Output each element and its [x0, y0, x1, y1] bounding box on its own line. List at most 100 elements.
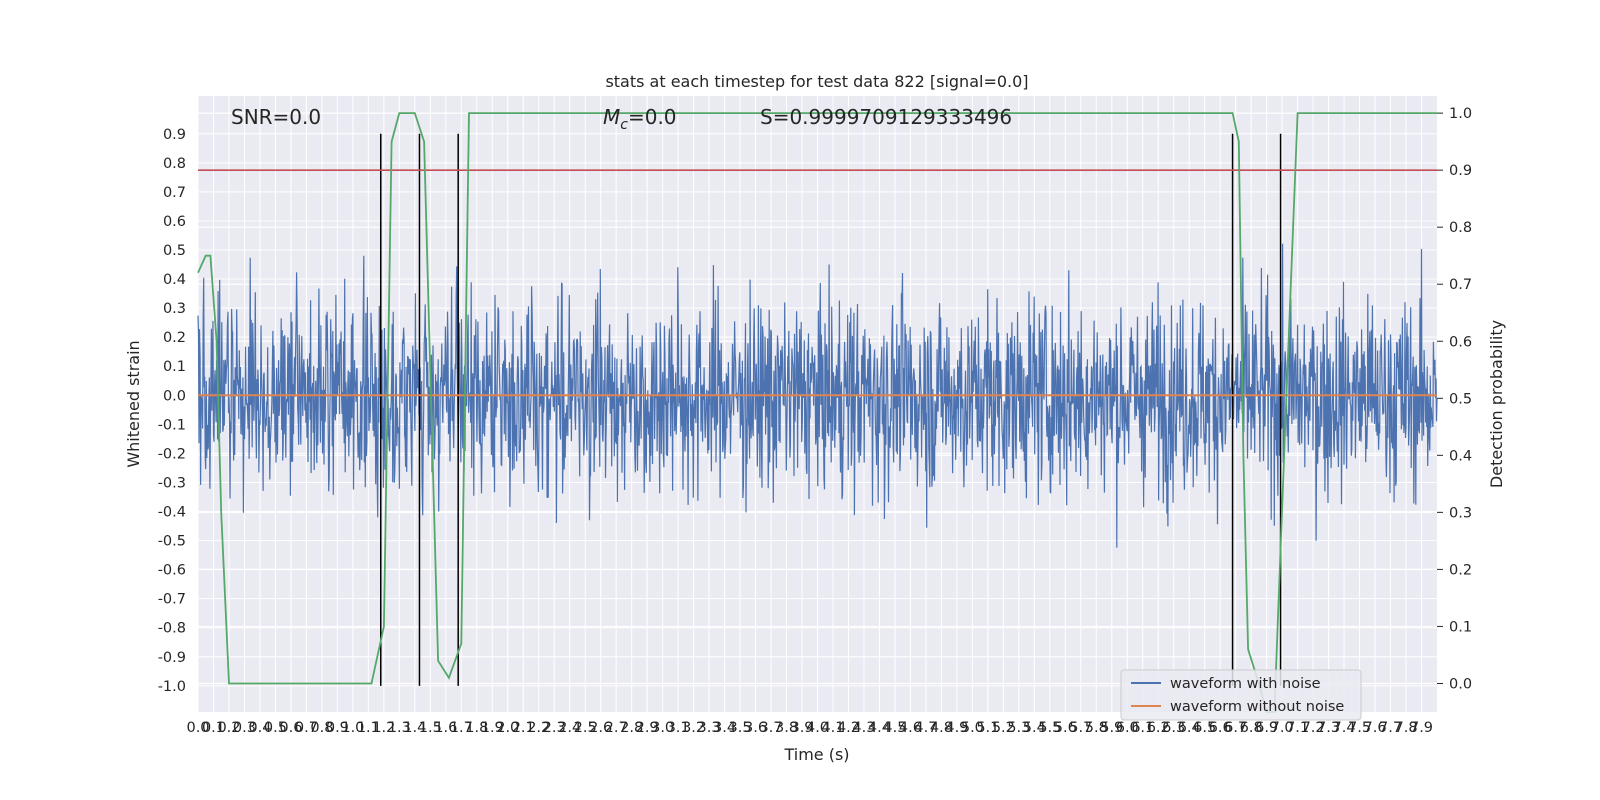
y-tick-label: 0.1 [163, 359, 186, 375]
x-tick-label: 1.5 [419, 720, 442, 736]
x-tick-label: 6.7 [1224, 720, 1247, 736]
x-tick-label: 1.0 [341, 720, 364, 736]
legend-box [1120, 669, 1362, 721]
legend-label-noise: waveform with noise [1170, 676, 1321, 692]
x-tick-label: 7.9 [1410, 720, 1433, 736]
x-tick-label: 5.7 [1069, 720, 1092, 736]
y2-tick-label: 0.3 [1449, 505, 1472, 521]
vertical-markers [380, 133, 1282, 686]
x-tick-label: 1.9 [481, 720, 504, 736]
x-tick-label: 5.6 [1054, 720, 1077, 736]
x-tick-label: 1.1 [357, 720, 380, 736]
x-tick-label: 3.1 [667, 720, 690, 736]
x-tick-label: 3.0 [651, 720, 674, 736]
x-tick-label: 4.1 [821, 720, 844, 736]
x-tick-label: 3.9 [790, 720, 813, 736]
x-tick-label: 3.5 [729, 720, 752, 736]
x-tick-label: 2.2 [527, 720, 550, 736]
x-tick-label: 2.3 [543, 720, 566, 736]
x-tick-label: 7.6 [1364, 720, 1387, 736]
y-axis-label: Whitened strain [124, 340, 143, 467]
x-tick-label: 3.2 [682, 720, 705, 736]
x-tick-label: 2.7 [605, 720, 628, 736]
y-tick-label: 0.7 [163, 185, 186, 201]
x-tick-label: 0.7 [295, 720, 318, 736]
y-tick-labels: -1.0 -0.9 -0.8 -0.7 -0.6 -0.5 -0.4 -0.3 -0.2 -0.1… [158, 127, 186, 695]
x-tick-label: 5.2 [992, 720, 1015, 736]
x-tick-label: 1.2 [372, 720, 395, 736]
x-tick-label: 4.3 [852, 720, 875, 736]
x-tick-label: 4.2 [837, 720, 860, 736]
x-axis-label: Time (s) [783, 745, 849, 764]
x-tick-label: 1.8 [465, 720, 488, 736]
x-tick-label: 7.2 [1302, 720, 1325, 736]
y-tick-label: 0.2 [163, 330, 186, 346]
x-tick-label: 3.3 [698, 720, 721, 736]
x-tick-label: 1.3 [388, 720, 411, 736]
x-tick-label: 6.9 [1255, 720, 1278, 736]
y2-tick-label: 0.0 [1449, 676, 1472, 692]
y-tick-label: 0.8 [163, 156, 186, 172]
x-tick-label: 1.6 [434, 720, 457, 736]
y-tick-label: 0.4 [163, 272, 186, 288]
y-tick-label: -0.7 [158, 592, 186, 608]
x-tick-label: 0.0 [186, 720, 209, 736]
legend: waveform with noise waveform without noi… [1120, 669, 1362, 721]
mc-value: =0.0 [628, 105, 677, 129]
x-tick-label: 4.6 [899, 720, 922, 736]
x-tick-label: 2.8 [620, 720, 643, 736]
x-tick-labels: 0.00.10.20.30.40.50.60.70.80.91.01.11.21… [186, 720, 1433, 736]
x-tick-label: 5.9 [1100, 720, 1123, 736]
x-tick-label: 3.8 [775, 720, 798, 736]
x-tick-label: 5.8 [1085, 720, 1108, 736]
x-tick-label: 1.4 [403, 720, 426, 736]
x-tick-label: 2.6 [589, 720, 612, 736]
x-tick-label: 7.8 [1394, 720, 1417, 736]
x-tick-label: 0.3 [233, 720, 256, 736]
x-tick-label: 6.5 [1193, 720, 1216, 736]
x-tick-label: 0.8 [310, 720, 333, 736]
x-tick-label: 6.6 [1209, 720, 1232, 736]
x-tick-label: 2.5 [574, 720, 597, 736]
y2-tick-label: 0.1 [1449, 619, 1472, 635]
x-tick-label: 4.0 [806, 720, 829, 736]
x-tick-label: 6.1 [1131, 720, 1154, 736]
x-tick-label: 0.6 [279, 720, 302, 736]
snr-annotation: SNR=0.0 [231, 105, 321, 129]
x-tick-label: 5.5 [1038, 720, 1061, 736]
y-tick-label: -0.2 [158, 446, 186, 462]
y-tick-label: -0.5 [158, 534, 186, 550]
x-tick-label: 2.4 [558, 720, 581, 736]
y-tick-label: -0.4 [158, 505, 186, 521]
y-tick-label: -0.6 [158, 563, 186, 579]
series-waveform-with-noise [197, 243, 1438, 548]
x-tick-label: 1.7 [450, 720, 473, 736]
x-tick-label: 7.4 [1333, 720, 1356, 736]
x-tick-label: 7.7 [1379, 720, 1402, 736]
x-tick-label: 3.6 [744, 720, 767, 736]
x-tick-label: 7.0 [1271, 720, 1294, 736]
mc-annotation: Mc=0.0 [603, 105, 677, 133]
chart-title: stats at each timestep for test data 822… [605, 72, 1028, 91]
y-tick-label: 0.6 [163, 214, 186, 230]
y2-tick-label: 0.9 [1449, 163, 1472, 179]
legend-label-clean: waveform without noise [1170, 699, 1344, 715]
y2-tick-label: 0.8 [1449, 220, 1472, 236]
x-tick-label: 3.7 [760, 720, 783, 736]
x-tick-label: 4.8 [930, 720, 953, 736]
x-tick-label: 0.5 [264, 720, 287, 736]
y2-tick-label: 0.2 [1449, 562, 1472, 578]
x-tick-label: 2.0 [496, 720, 519, 736]
y2-axis-label: Detection probability [1487, 320, 1506, 488]
x-tick-label: 5.1 [976, 720, 999, 736]
y2-tick-label: 0.7 [1449, 277, 1472, 293]
x-tick-label: 4.9 [945, 720, 968, 736]
x-tick-label: 3.4 [713, 720, 736, 736]
x-tick-label: 7.1 [1286, 720, 1309, 736]
y2-tick-label: 1.0 [1449, 106, 1472, 122]
x-tick-label: 5.0 [961, 720, 984, 736]
x-tick-label: 0.9 [326, 720, 349, 736]
x-tick-label: 5.3 [1007, 720, 1030, 736]
y-tick-label: -0.1 [158, 417, 186, 433]
